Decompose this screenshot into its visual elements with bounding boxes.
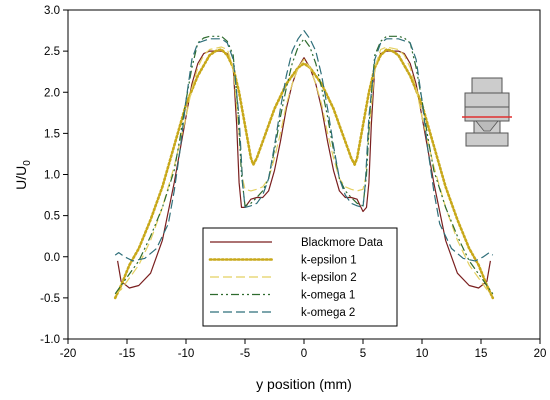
legend-items: Blackmore Data k-epsilon 1 k-epsilon 2 k-om…: [208, 237, 383, 319]
y-axis-label: U/U0: [13, 160, 33, 190]
series-line-k-epsilon-1: [113, 48, 495, 300]
y-tick-label: 1.5: [44, 128, 60, 140]
legend-label-k-omega-2: k-omega 2: [301, 307, 355, 319]
legend: Blackmore Data k-epsilon 1 k-epsilon 2 k-om…: [202, 227, 398, 327]
y-axis-ticks: -1.0 -0.5 0.0 0.5 1.0 1.5 2.0 2.5 3.0: [40, 5, 68, 346]
y-tick-label: -0.5: [40, 293, 60, 305]
x-tick-label: 10: [416, 348, 429, 360]
x-tick-label: 20: [534, 348, 547, 360]
schematic-nozzle: [475, 120, 499, 132]
svg-text:U/U0: U/U0: [13, 160, 33, 190]
series-layer: [113, 30, 495, 300]
y-tick-label: 2.5: [44, 46, 60, 58]
x-tick-label: 0: [301, 348, 307, 360]
y-tick-label: 2.0: [44, 87, 60, 99]
x-tick-label: 5: [360, 348, 366, 360]
schematic-block-middle: [464, 106, 510, 122]
x-tick-label: 15: [475, 348, 488, 360]
schematic-block-bottom: [465, 132, 509, 147]
x-tick-label: -5: [240, 348, 250, 360]
legend-label-k-epsilon-2: k-epsilon 2: [301, 272, 357, 284]
y-tick-label: -1.0: [40, 334, 60, 346]
y-tick-label: 0.0: [44, 252, 60, 264]
legend-label-blackmore-data: Blackmore Data: [301, 237, 383, 249]
legend-box: [202, 227, 398, 327]
x-axis-ticks: -20 -15 -10 -5 0 5 10 15 20: [60, 339, 547, 360]
series-line-blackmore-data: [117, 50, 491, 289]
y-tick-label: 1.0: [44, 170, 60, 182]
x-tick-label: -15: [119, 348, 136, 360]
series-line-k-omega-2: [114, 30, 494, 262]
y-axis-label-main: U/U: [13, 166, 29, 190]
legend-label-k-omega-1: k-omega 1: [301, 290, 355, 302]
x-tick-label: -20: [60, 348, 77, 360]
schematic-block-upper: [464, 92, 510, 108]
nozzle-schematic-inset: [462, 77, 512, 147]
y-tick-label: 0.5: [44, 211, 60, 223]
x-axis-label: y position (mm): [256, 376, 352, 392]
x-tick-label: -10: [178, 348, 195, 360]
series-line-k-epsilon-2: [114, 46, 494, 295]
y-tick-label: 3.0: [44, 5, 60, 17]
schematic-block-top: [471, 77, 503, 94]
y-axis-label-subscript: 0: [22, 160, 33, 166]
legend-label-k-epsilon-1: k-epsilon 1: [301, 255, 357, 267]
